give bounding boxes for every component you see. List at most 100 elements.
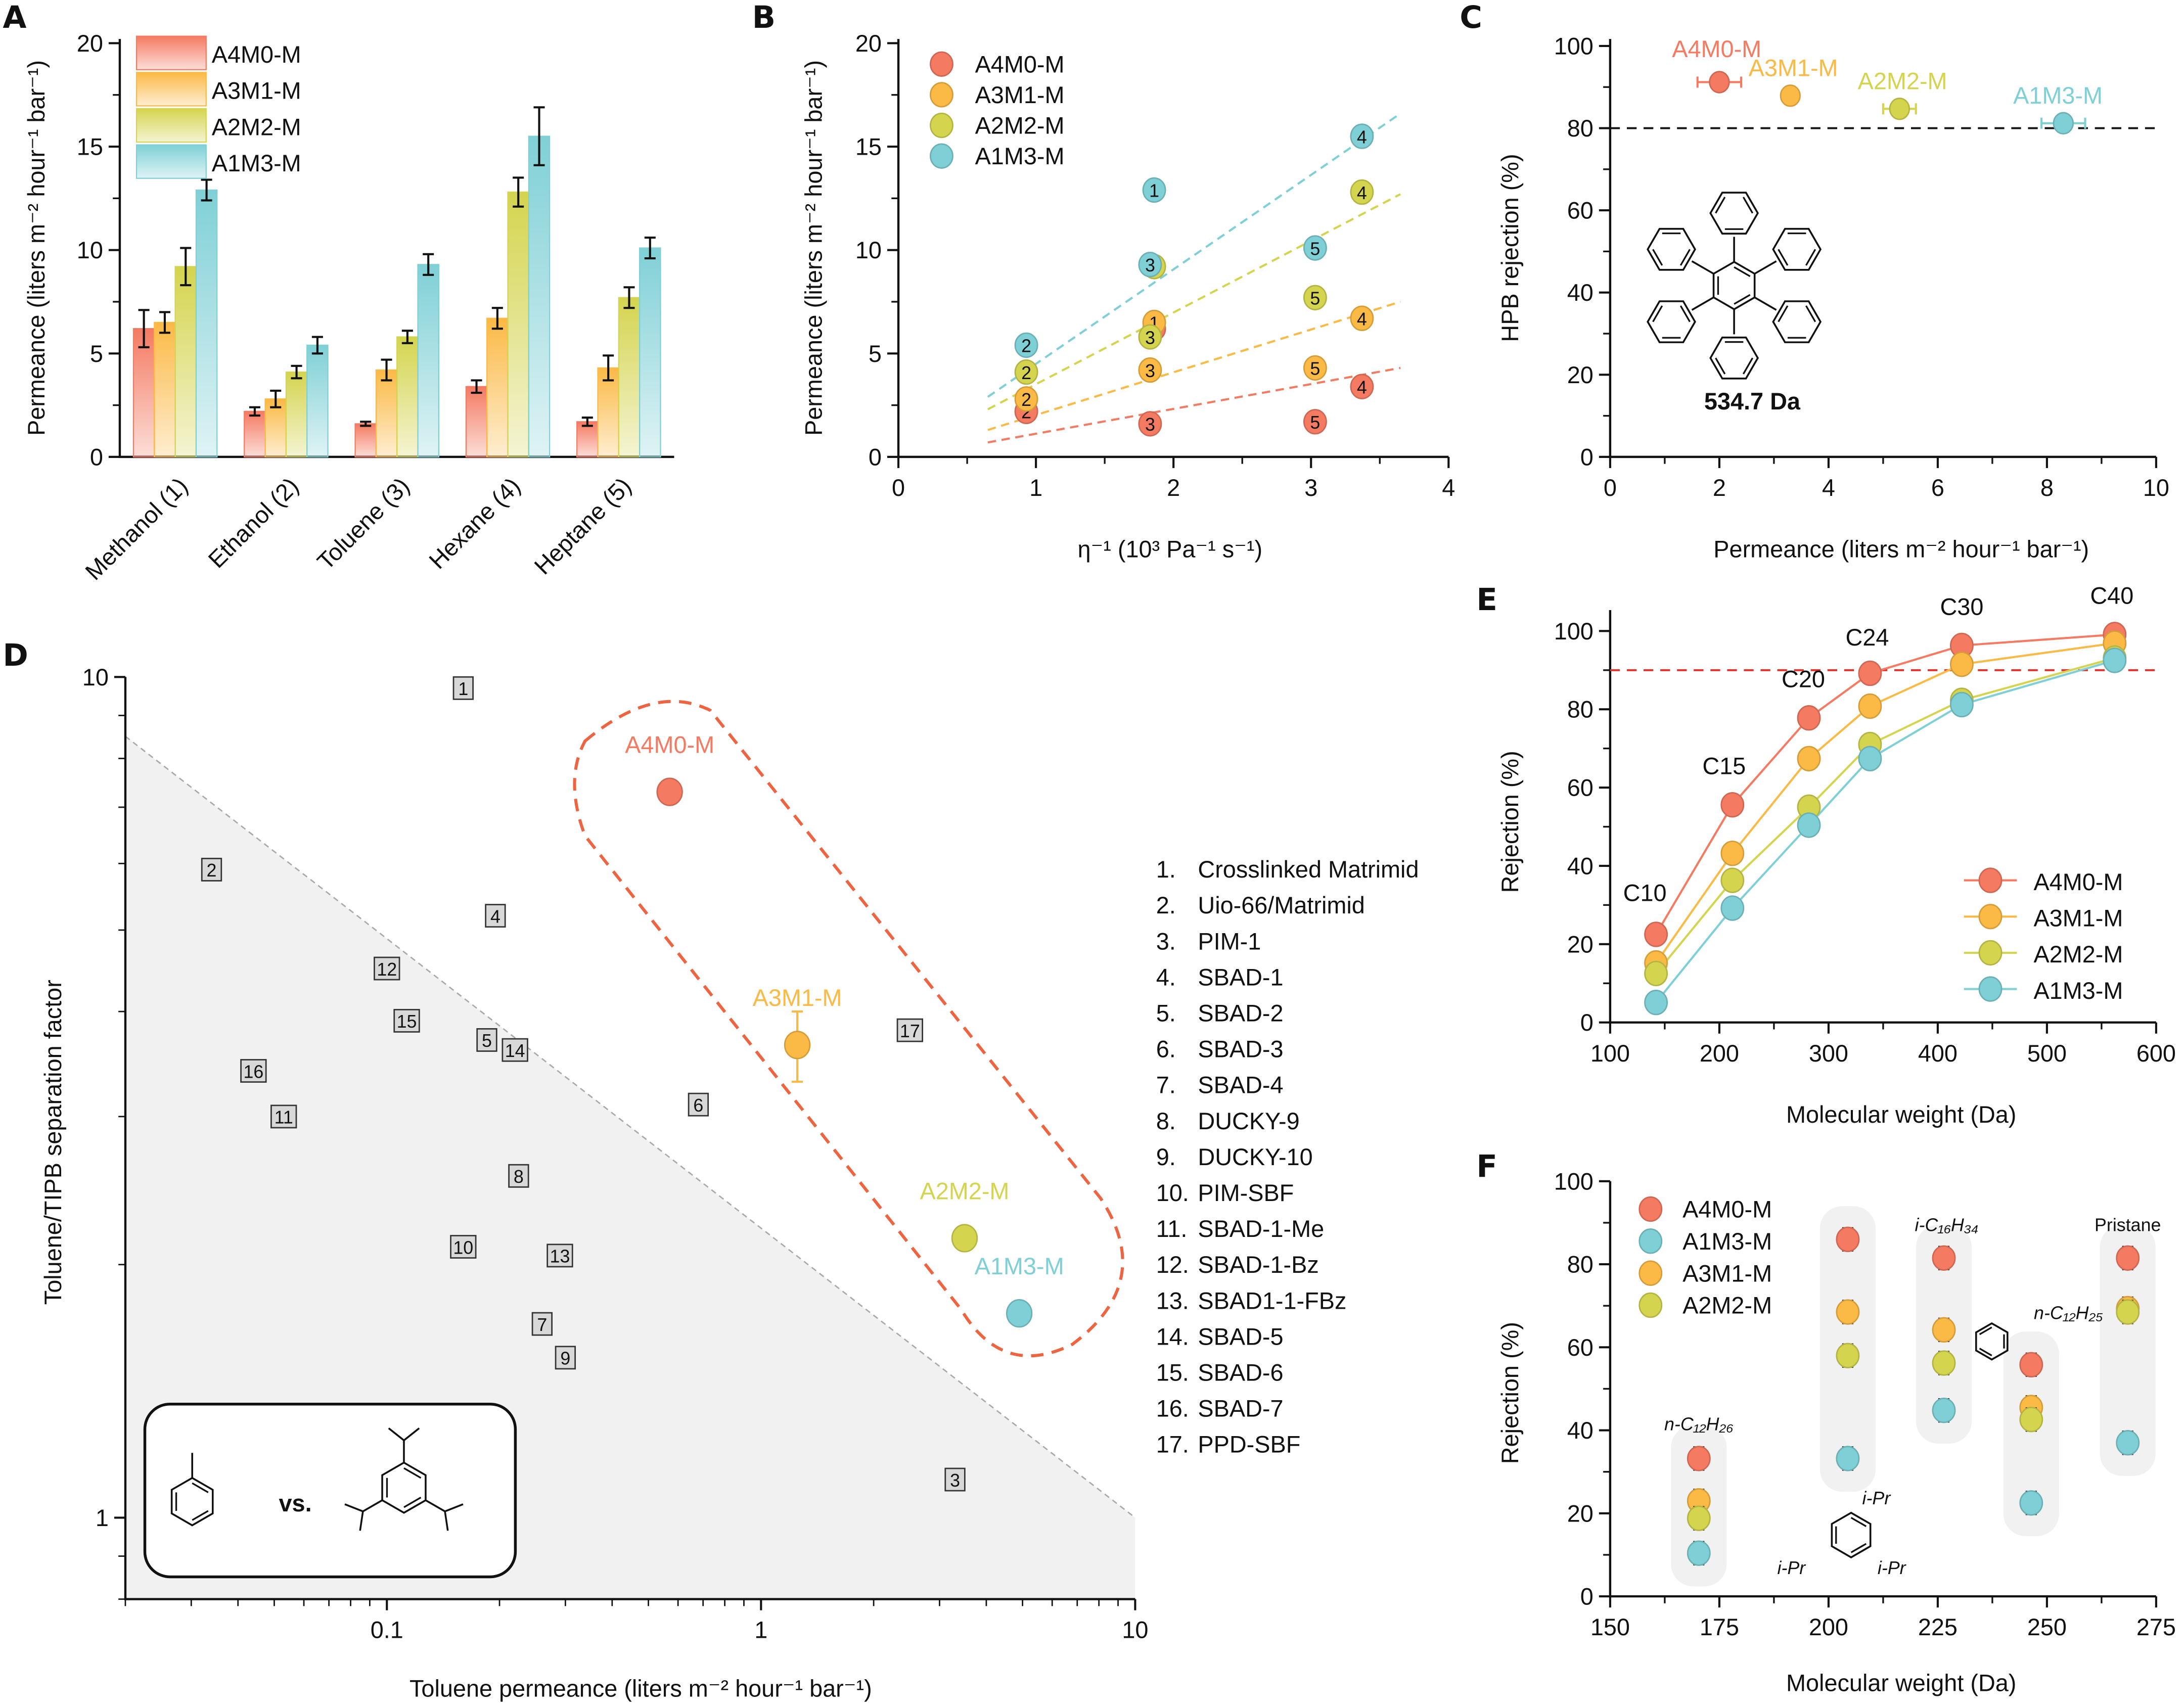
toluene-ring bbox=[170, 1477, 214, 1527]
point-label: A1M3-M bbox=[2013, 82, 2103, 109]
point-label: 2 bbox=[1021, 390, 1031, 410]
molecular-weight-annotation: 534.7 Da bbox=[1704, 388, 1801, 414]
y-tick-label: 60 bbox=[1567, 775, 1594, 801]
panel-letter: A bbox=[3, 0, 27, 35]
y-tick-label: 20 bbox=[1567, 931, 1594, 957]
tipb-icon bbox=[1831, 1511, 1872, 1558]
x-tick-label: 10 bbox=[2143, 475, 2169, 501]
molecule-label: i-Pr bbox=[1778, 1558, 1807, 1578]
x-tick-label: Hexane (4) bbox=[424, 473, 526, 574]
data-point bbox=[2116, 1430, 2140, 1456]
point-label: C20 bbox=[1782, 666, 1825, 693]
reference-number: 11. bbox=[1156, 1216, 1188, 1242]
reference-number: 6. bbox=[1156, 1036, 1176, 1063]
reference-number: 10. bbox=[1156, 1180, 1189, 1206]
y-tick-label: 5 bbox=[90, 341, 103, 367]
phenyl-ring bbox=[1647, 227, 1696, 271]
series-line bbox=[1655, 657, 2115, 975]
x-tick-label: 4 bbox=[1442, 475, 1455, 501]
x-tick-label: 275 bbox=[2136, 1614, 2176, 1640]
legend-marker bbox=[1978, 976, 2003, 1002]
molecule-label: i-C₁₆H₃₄ bbox=[1915, 1215, 1979, 1235]
reference-name: SBAD-1-Me bbox=[1198, 1216, 1324, 1242]
data-point bbox=[1720, 867, 1745, 893]
legend-swatch bbox=[135, 35, 207, 70]
reference-number: 16. bbox=[1156, 1396, 1189, 1422]
reference-number: 12. bbox=[1156, 1252, 1189, 1278]
legend-label: A4M0-M bbox=[975, 51, 1065, 77]
data-point bbox=[951, 1224, 978, 1253]
x-tick-label: 225 bbox=[1918, 1614, 1958, 1640]
inset-box bbox=[143, 1403, 517, 1579]
y-tick-label: 80 bbox=[1567, 697, 1594, 723]
y-tick-label: 100 bbox=[1554, 33, 1594, 59]
data-point bbox=[2103, 648, 2127, 673]
phenyl-ring bbox=[1772, 227, 1822, 271]
legend-marker bbox=[1639, 1260, 1663, 1286]
literature-marker bbox=[688, 1092, 709, 1117]
literature-marker-label: 17 bbox=[900, 1021, 920, 1041]
panel-f: F 0 20 40 60 80 100 150 175 200 225 250 275 Rejection… bbox=[1476, 1149, 2176, 1696]
data-point bbox=[1932, 1245, 1956, 1271]
reference-name: DUCKY-9 bbox=[1198, 1108, 1299, 1134]
data-point bbox=[1932, 1317, 1956, 1343]
double-bond bbox=[1979, 1326, 1992, 1335]
data-point bbox=[2116, 1245, 2140, 1271]
data-point bbox=[1709, 71, 1730, 94]
bar bbox=[244, 410, 266, 457]
literature-marker-label: 14 bbox=[505, 1041, 525, 1061]
bond bbox=[1754, 296, 1777, 311]
bar bbox=[486, 317, 509, 457]
data-point bbox=[2019, 1352, 2043, 1378]
legend-label: A2M2-M bbox=[975, 113, 1065, 139]
series-line bbox=[1655, 633, 2115, 935]
point-label: 5 bbox=[1310, 289, 1320, 309]
double-bond bbox=[1778, 249, 1789, 266]
point-label: A4M0-M bbox=[1672, 36, 1761, 62]
point-label: 4 bbox=[1357, 127, 1367, 147]
literature-marker-label: 16 bbox=[243, 1062, 263, 1082]
reference-number: 9. bbox=[1156, 1144, 1176, 1170]
reference-name: PIM-SBF bbox=[1198, 1180, 1294, 1206]
y-tick-label: 80 bbox=[1567, 115, 1594, 142]
data-point bbox=[1350, 179, 1374, 205]
literature-marker bbox=[896, 1018, 924, 1042]
reference-name: DUCKY-10 bbox=[1198, 1144, 1312, 1170]
reference-number: 8. bbox=[1156, 1108, 1176, 1134]
x-tick-label: 2 bbox=[1713, 475, 1726, 501]
legend-label: A1M3-M bbox=[2033, 978, 2123, 1004]
x-tick-label: 0.1 bbox=[371, 1617, 403, 1643]
y-tick-label: 20 bbox=[1567, 362, 1594, 388]
x-tick-label: Methanol (1) bbox=[80, 473, 193, 585]
bar bbox=[618, 297, 641, 457]
double-bond bbox=[1850, 1516, 1867, 1528]
data-point bbox=[1142, 177, 1166, 203]
double-bond bbox=[1979, 1348, 1992, 1357]
y-tick-label: 0 bbox=[1580, 1584, 1594, 1610]
data-point bbox=[1644, 960, 1668, 987]
y-axis-label: Rejection (%) bbox=[1497, 1322, 1523, 1464]
point-label: 5 bbox=[1310, 359, 1320, 379]
literature-marker bbox=[270, 1104, 297, 1129]
y-tick-label: 40 bbox=[1567, 280, 1594, 306]
data-point bbox=[1687, 1505, 1711, 1531]
series-line bbox=[1655, 659, 2115, 1003]
phenyl-ring bbox=[1772, 300, 1822, 343]
molecule-label: i-Pr bbox=[1878, 1558, 1907, 1578]
point-label: C10 bbox=[1623, 880, 1667, 906]
literature-marker bbox=[547, 1243, 573, 1268]
y-tick-label: 40 bbox=[1567, 853, 1594, 879]
data-point bbox=[1720, 792, 1745, 818]
point-label: A1M3-M bbox=[975, 1253, 1064, 1279]
reference-name: SBAD-2 bbox=[1198, 1000, 1283, 1026]
isopropyl-bond bbox=[388, 1427, 405, 1441]
data-point bbox=[1720, 895, 1745, 921]
data-point bbox=[1014, 386, 1038, 412]
reference-number: 15. bbox=[1156, 1359, 1189, 1386]
x-axis-label: Permeance (liters m⁻² hour⁻¹ bar⁻¹) bbox=[1713, 536, 2089, 562]
literature-marker-label: 2 bbox=[207, 860, 217, 881]
data-point bbox=[1687, 1540, 1711, 1566]
reference-number: 1. bbox=[1156, 856, 1176, 883]
x-tick-label: 400 bbox=[1918, 1040, 1958, 1067]
isopropyl-bond bbox=[344, 1503, 363, 1512]
